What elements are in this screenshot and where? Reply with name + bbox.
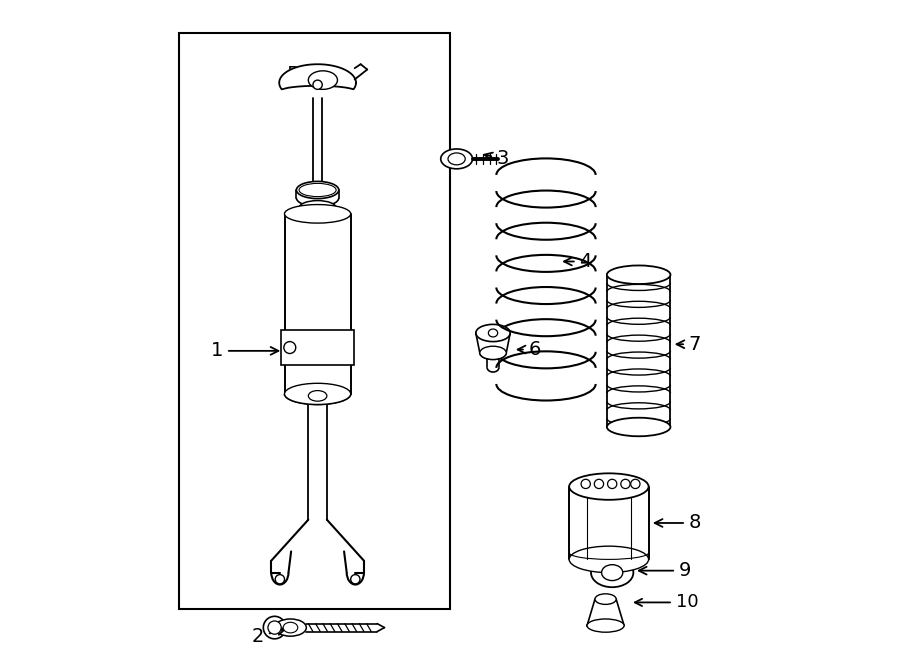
Ellipse shape — [284, 205, 351, 223]
Text: 8: 8 — [654, 514, 701, 532]
Ellipse shape — [631, 479, 640, 489]
Ellipse shape — [448, 153, 465, 165]
Ellipse shape — [299, 201, 336, 215]
Ellipse shape — [569, 546, 649, 573]
Text: 6: 6 — [518, 340, 541, 359]
Ellipse shape — [313, 80, 322, 89]
Ellipse shape — [309, 391, 327, 401]
Ellipse shape — [299, 183, 336, 197]
Ellipse shape — [608, 479, 616, 489]
Polygon shape — [587, 599, 624, 626]
Ellipse shape — [581, 479, 590, 489]
Ellipse shape — [476, 324, 510, 342]
Ellipse shape — [268, 621, 281, 634]
Ellipse shape — [284, 342, 296, 354]
Text: 3: 3 — [484, 150, 509, 168]
Ellipse shape — [489, 329, 498, 337]
Ellipse shape — [284, 383, 351, 404]
Ellipse shape — [587, 619, 624, 632]
Text: 1: 1 — [211, 342, 278, 360]
Text: 2: 2 — [252, 628, 285, 646]
Ellipse shape — [607, 265, 670, 284]
Ellipse shape — [601, 565, 623, 581]
Ellipse shape — [594, 479, 604, 489]
Ellipse shape — [351, 575, 360, 584]
Ellipse shape — [441, 149, 472, 169]
Text: 4: 4 — [564, 252, 592, 271]
Ellipse shape — [480, 346, 507, 359]
Ellipse shape — [275, 575, 284, 584]
Text: 9: 9 — [639, 561, 691, 580]
Bar — [281, 330, 354, 365]
Ellipse shape — [284, 622, 298, 633]
Text: 5: 5 — [286, 65, 310, 83]
Text: 10: 10 — [634, 593, 698, 612]
Bar — [178, 33, 450, 609]
Ellipse shape — [621, 479, 630, 489]
Ellipse shape — [595, 594, 616, 604]
Text: 7: 7 — [677, 335, 701, 354]
Ellipse shape — [274, 619, 306, 636]
Polygon shape — [279, 64, 356, 89]
Ellipse shape — [309, 71, 338, 89]
Ellipse shape — [264, 616, 286, 639]
Ellipse shape — [591, 558, 634, 587]
Ellipse shape — [607, 418, 670, 436]
Ellipse shape — [296, 181, 338, 199]
Ellipse shape — [569, 473, 649, 500]
